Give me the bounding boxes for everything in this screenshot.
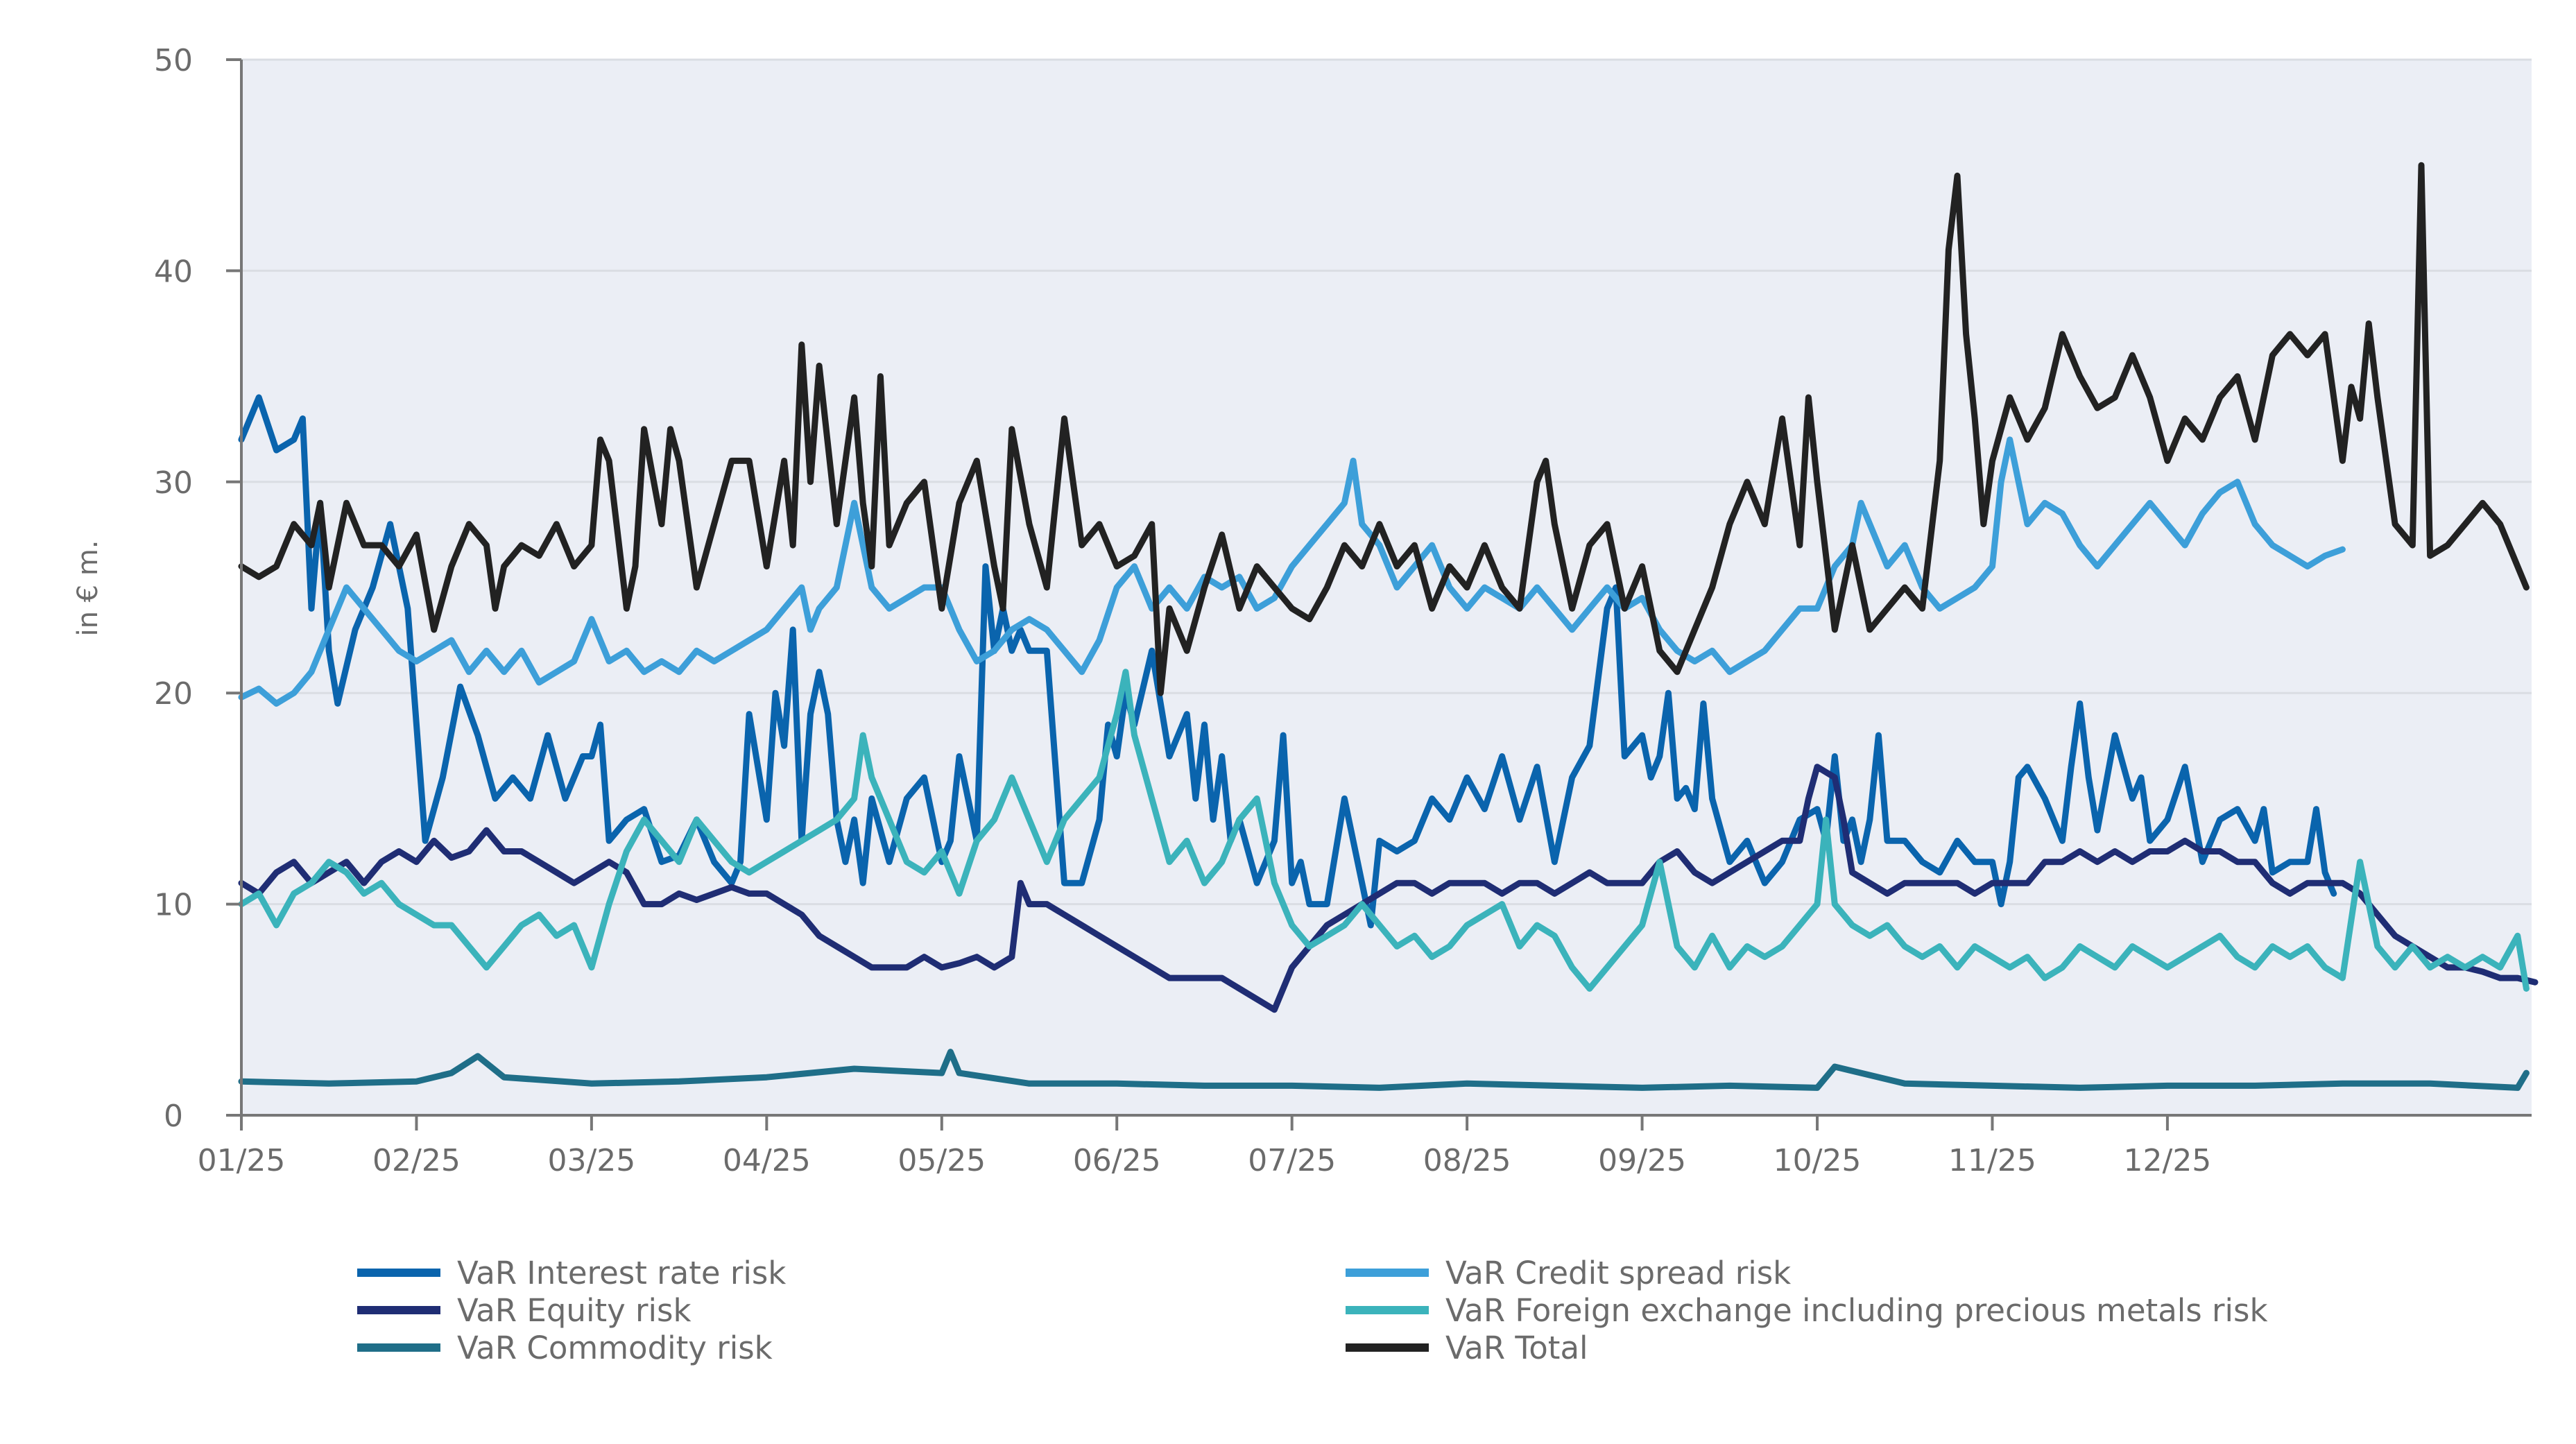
y-tick-label: 0 [164,1099,183,1134]
y-tick-label: 40 [154,254,193,289]
legend-swatch [357,1343,440,1352]
y-tick-label: 30 [154,465,193,501]
x-tick-label: 12/25 [2124,1143,2212,1178]
legend-item: VaR Commodity risk [357,1329,773,1366]
legend-item: VaR Equity risk [357,1291,692,1329]
legend-swatch [357,1306,440,1314]
series-line-3 [238,764,2539,1013]
legend-item: VaR Total [1346,1329,1588,1366]
legend-label: VaR Interest rate risk [457,1254,787,1291]
y-tick-label: 50 [154,43,193,78]
gridlines [241,58,2532,906]
x-tick-label: 11/25 [1948,1143,2036,1178]
x-tick-label: 02/25 [372,1143,461,1178]
series-line-1 [238,394,2337,929]
legend-swatch [1346,1269,1429,1277]
y-tick-labels: 0 10 20 30 40 50 [154,43,241,1134]
y-tick-label: 20 [154,676,193,712]
x-tick-label: 08/25 [1423,1143,1511,1178]
legend-label: VaR Commodity risk [457,1329,773,1366]
axes [240,60,2532,1117]
legend-label: VaR Total [1445,1329,1588,1366]
x-tick-label: 06/25 [1073,1143,1161,1178]
legend-item: VaR Foreign exchange including precious … [1346,1291,2268,1329]
y-tick-label: 10 [154,888,193,923]
series-line-2 [238,436,2346,707]
x-tick-label: 01/25 [198,1143,286,1178]
x-tick-label: 03/25 [547,1143,635,1178]
series-line-4 [238,669,2530,992]
legend-label: VaR Credit spread risk [1445,1254,1792,1291]
legend-swatch [1346,1306,1429,1314]
series-line-6 [238,162,2530,696]
x-tick-label: 09/25 [1598,1143,1686,1178]
x-tick-label: 04/25 [723,1143,811,1178]
series-layer [238,162,2539,1091]
series-line-5 [238,1049,2530,1091]
legend-item: VaR Interest rate risk [357,1254,786,1291]
legend-item: VaR Credit spread risk [1346,1254,1791,1291]
y-axis-label: in € m. [72,540,104,636]
x-tick-label: 10/25 [1774,1143,1862,1178]
x-tick-label: 05/25 [898,1143,986,1178]
x-tick-label: 07/25 [1248,1143,1336,1178]
legend-label: VaR Foreign exchange including precious … [1445,1291,2268,1329]
legend-swatch [357,1269,440,1277]
chart-legend: VaR Interest rate risk VaR Credit spread … [357,1254,2369,1379]
legend-label: VaR Equity risk [457,1291,692,1329]
legend-swatch [1346,1343,1429,1352]
var-line-chart: 0 10 20 30 40 50 01/25 02/25 03/25 04/25 05/25 06/… [72,43,2539,1178]
x-tick-labels: 01/25 02/25 03/25 04/25 05/25 06/25 07/25 08/25… [198,1115,2212,1178]
